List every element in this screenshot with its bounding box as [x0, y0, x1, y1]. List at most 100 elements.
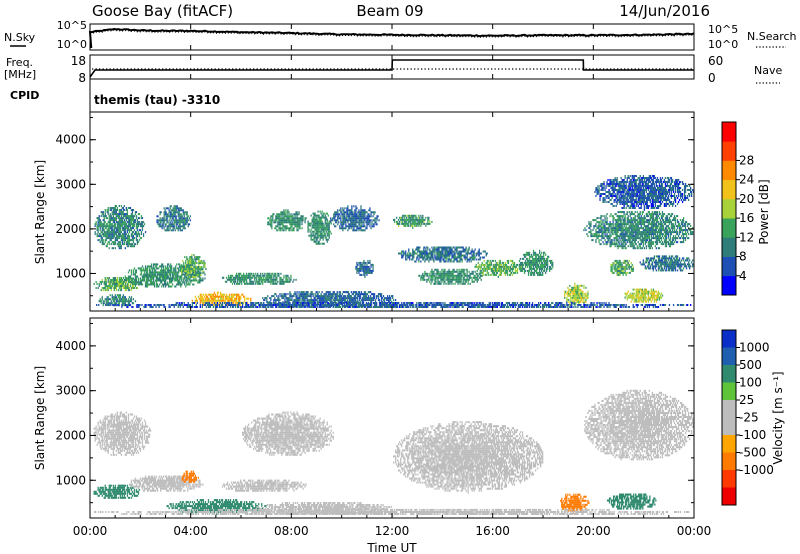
range-cell	[250, 276, 252, 279]
range-cell	[97, 225, 99, 228]
range-cell	[108, 241, 110, 244]
range-cell	[257, 272, 259, 275]
range-cell	[402, 218, 404, 221]
range-cell	[179, 221, 181, 224]
range-cell	[321, 242, 323, 245]
range-cell	[322, 224, 324, 227]
range-cell	[204, 266, 206, 269]
range-cell	[111, 233, 113, 236]
range-cell	[175, 227, 177, 230]
range-cell	[198, 272, 200, 275]
range-cell	[175, 265, 177, 268]
range-cell	[269, 276, 271, 279]
range-cell	[342, 223, 344, 226]
range-cell	[353, 221, 355, 224]
range-cell	[402, 222, 404, 225]
range-cell	[424, 252, 426, 255]
range-cell	[166, 267, 168, 270]
range-cell	[277, 223, 279, 226]
range-cell	[297, 299, 299, 302]
range-cell	[131, 235, 134, 238]
range-cell	[193, 276, 195, 279]
range-cell	[312, 295, 314, 298]
range-cell	[118, 227, 120, 230]
range-cell	[354, 211, 356, 214]
range-cell	[135, 215, 138, 218]
range-cell	[483, 256, 485, 259]
range-cell	[162, 283, 164, 286]
range-cell	[171, 209, 173, 212]
range-cell	[101, 213, 103, 216]
range-cell	[130, 300, 133, 303]
range-cell	[167, 265, 169, 268]
range-cell	[101, 287, 103, 289]
range-cell	[343, 291, 345, 294]
range-cell	[283, 280, 285, 283]
range-cell	[364, 263, 366, 266]
range-cell	[386, 299, 388, 302]
range-cell	[114, 219, 116, 222]
range-cell	[359, 269, 361, 272]
range-cell	[113, 289, 115, 292]
range-cell	[326, 226, 328, 229]
range-cell	[129, 223, 132, 226]
range-cell	[330, 295, 332, 298]
range-cell	[330, 297, 332, 300]
range-cell	[161, 271, 163, 274]
range-cell	[242, 276, 244, 279]
range-cell	[218, 295, 221, 298]
range-cell	[249, 274, 251, 277]
range-cell	[178, 283, 180, 286]
range-cell	[448, 268, 450, 271]
power-data-cells	[93, 175, 695, 308]
range-cell	[469, 282, 471, 285]
range-cell	[204, 299, 207, 302]
range-cell	[394, 220, 396, 223]
range-cell	[216, 293, 219, 296]
range-cell	[239, 272, 241, 275]
range-cell	[323, 226, 325, 229]
range-cell	[177, 267, 179, 270]
range-cell	[284, 293, 286, 296]
range-cell	[248, 297, 250, 300]
range-cell	[176, 271, 178, 274]
range-cell	[109, 217, 111, 220]
range-cell	[198, 275, 200, 278]
range-cell	[319, 242, 321, 245]
range-cell	[348, 293, 350, 296]
range-cell	[111, 279, 113, 281]
range-cell	[288, 229, 290, 232]
range-cell	[156, 285, 159, 288]
range-cell	[403, 214, 405, 217]
range-cell	[332, 299, 334, 302]
range-cell	[363, 267, 365, 270]
range-cell	[123, 205, 125, 207]
range-cell	[160, 211, 162, 214]
range-cell	[427, 274, 429, 277]
range-cell	[115, 221, 117, 224]
range-cell	[270, 215, 272, 218]
range-cell	[354, 209, 356, 212]
range-cell	[330, 293, 332, 296]
range-cell	[225, 280, 228, 283]
range-cell	[294, 305, 296, 308]
range-cell	[138, 223, 141, 226]
range-cell	[200, 262, 202, 265]
range-cell	[121, 239, 123, 242]
range-cell	[128, 302, 131, 305]
range-cell	[299, 225, 301, 228]
range-cell	[102, 239, 104, 242]
range-cell	[196, 256, 198, 259]
range-cell	[323, 242, 325, 245]
range-cell	[334, 293, 336, 296]
range-cell	[107, 302, 109, 305]
range-cell	[466, 272, 468, 275]
range-cell	[137, 241, 140, 244]
range-cell	[202, 272, 204, 275]
range-cell	[318, 214, 320, 217]
range-cell	[100, 211, 102, 214]
range-cell	[317, 240, 319, 243]
range-cell	[358, 261, 360, 264]
range-cell	[317, 295, 319, 298]
range-cell	[239, 295, 241, 298]
